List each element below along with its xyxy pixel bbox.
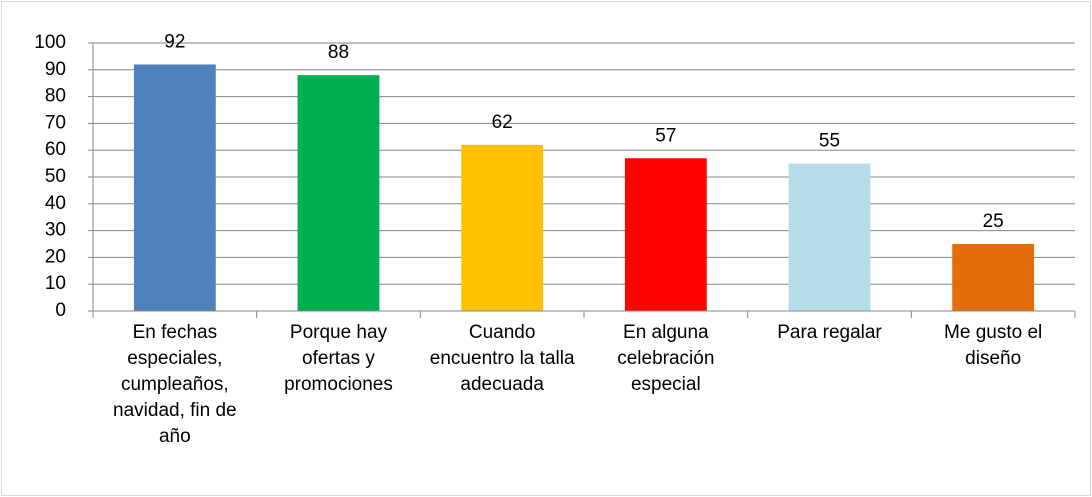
y-tick-label: 0 bbox=[55, 300, 66, 321]
y-tick-label: 90 bbox=[45, 59, 66, 80]
x-tick-label: En fechas especiales, cumpleaños, navida… bbox=[113, 322, 237, 447]
bar bbox=[952, 244, 1035, 311]
y-tick-label: 60 bbox=[45, 139, 66, 160]
data-label: 92 bbox=[164, 31, 185, 52]
bar bbox=[461, 144, 544, 311]
bar bbox=[297, 75, 380, 311]
data-label: 25 bbox=[983, 211, 1004, 232]
data-label: 57 bbox=[655, 125, 676, 146]
x-tick-label: Me gusto el diseño bbox=[944, 322, 1043, 369]
x-tick-label: Para regalar bbox=[777, 322, 882, 343]
bar bbox=[788, 163, 871, 311]
data-label: 55 bbox=[819, 131, 840, 152]
x-tick-label: Porque hay ofertas y promociones bbox=[284, 322, 393, 395]
y-tick-label: 80 bbox=[45, 86, 66, 107]
data-label: 88 bbox=[328, 42, 349, 63]
bar bbox=[624, 158, 707, 311]
y-tick-label: 70 bbox=[45, 112, 66, 133]
y-tick-label: 100 bbox=[34, 32, 66, 53]
bar bbox=[133, 64, 216, 311]
data-label: 62 bbox=[492, 112, 513, 133]
x-tick-label: En alguna celebración especial bbox=[617, 322, 715, 395]
y-tick-label: 30 bbox=[45, 220, 66, 241]
y-tick-label: 20 bbox=[45, 246, 66, 267]
x-tick-label: Cuando encuentro la talla adecuada bbox=[429, 322, 575, 395]
y-tick-label: 10 bbox=[45, 273, 66, 294]
y-tick-label: 50 bbox=[45, 166, 66, 187]
y-tick-label: 40 bbox=[45, 193, 66, 214]
